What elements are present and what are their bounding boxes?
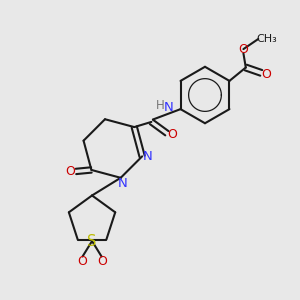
Text: O: O bbox=[97, 255, 107, 268]
Text: O: O bbox=[77, 255, 87, 268]
Text: S: S bbox=[87, 234, 97, 249]
Text: O: O bbox=[66, 165, 76, 178]
Text: N: N bbox=[142, 150, 152, 163]
Text: N: N bbox=[117, 177, 127, 190]
Text: CH₃: CH₃ bbox=[256, 34, 277, 44]
Text: H: H bbox=[156, 99, 165, 112]
Text: N: N bbox=[164, 101, 173, 114]
Text: O: O bbox=[167, 128, 177, 141]
Text: O: O bbox=[238, 43, 248, 56]
Text: O: O bbox=[262, 68, 272, 81]
